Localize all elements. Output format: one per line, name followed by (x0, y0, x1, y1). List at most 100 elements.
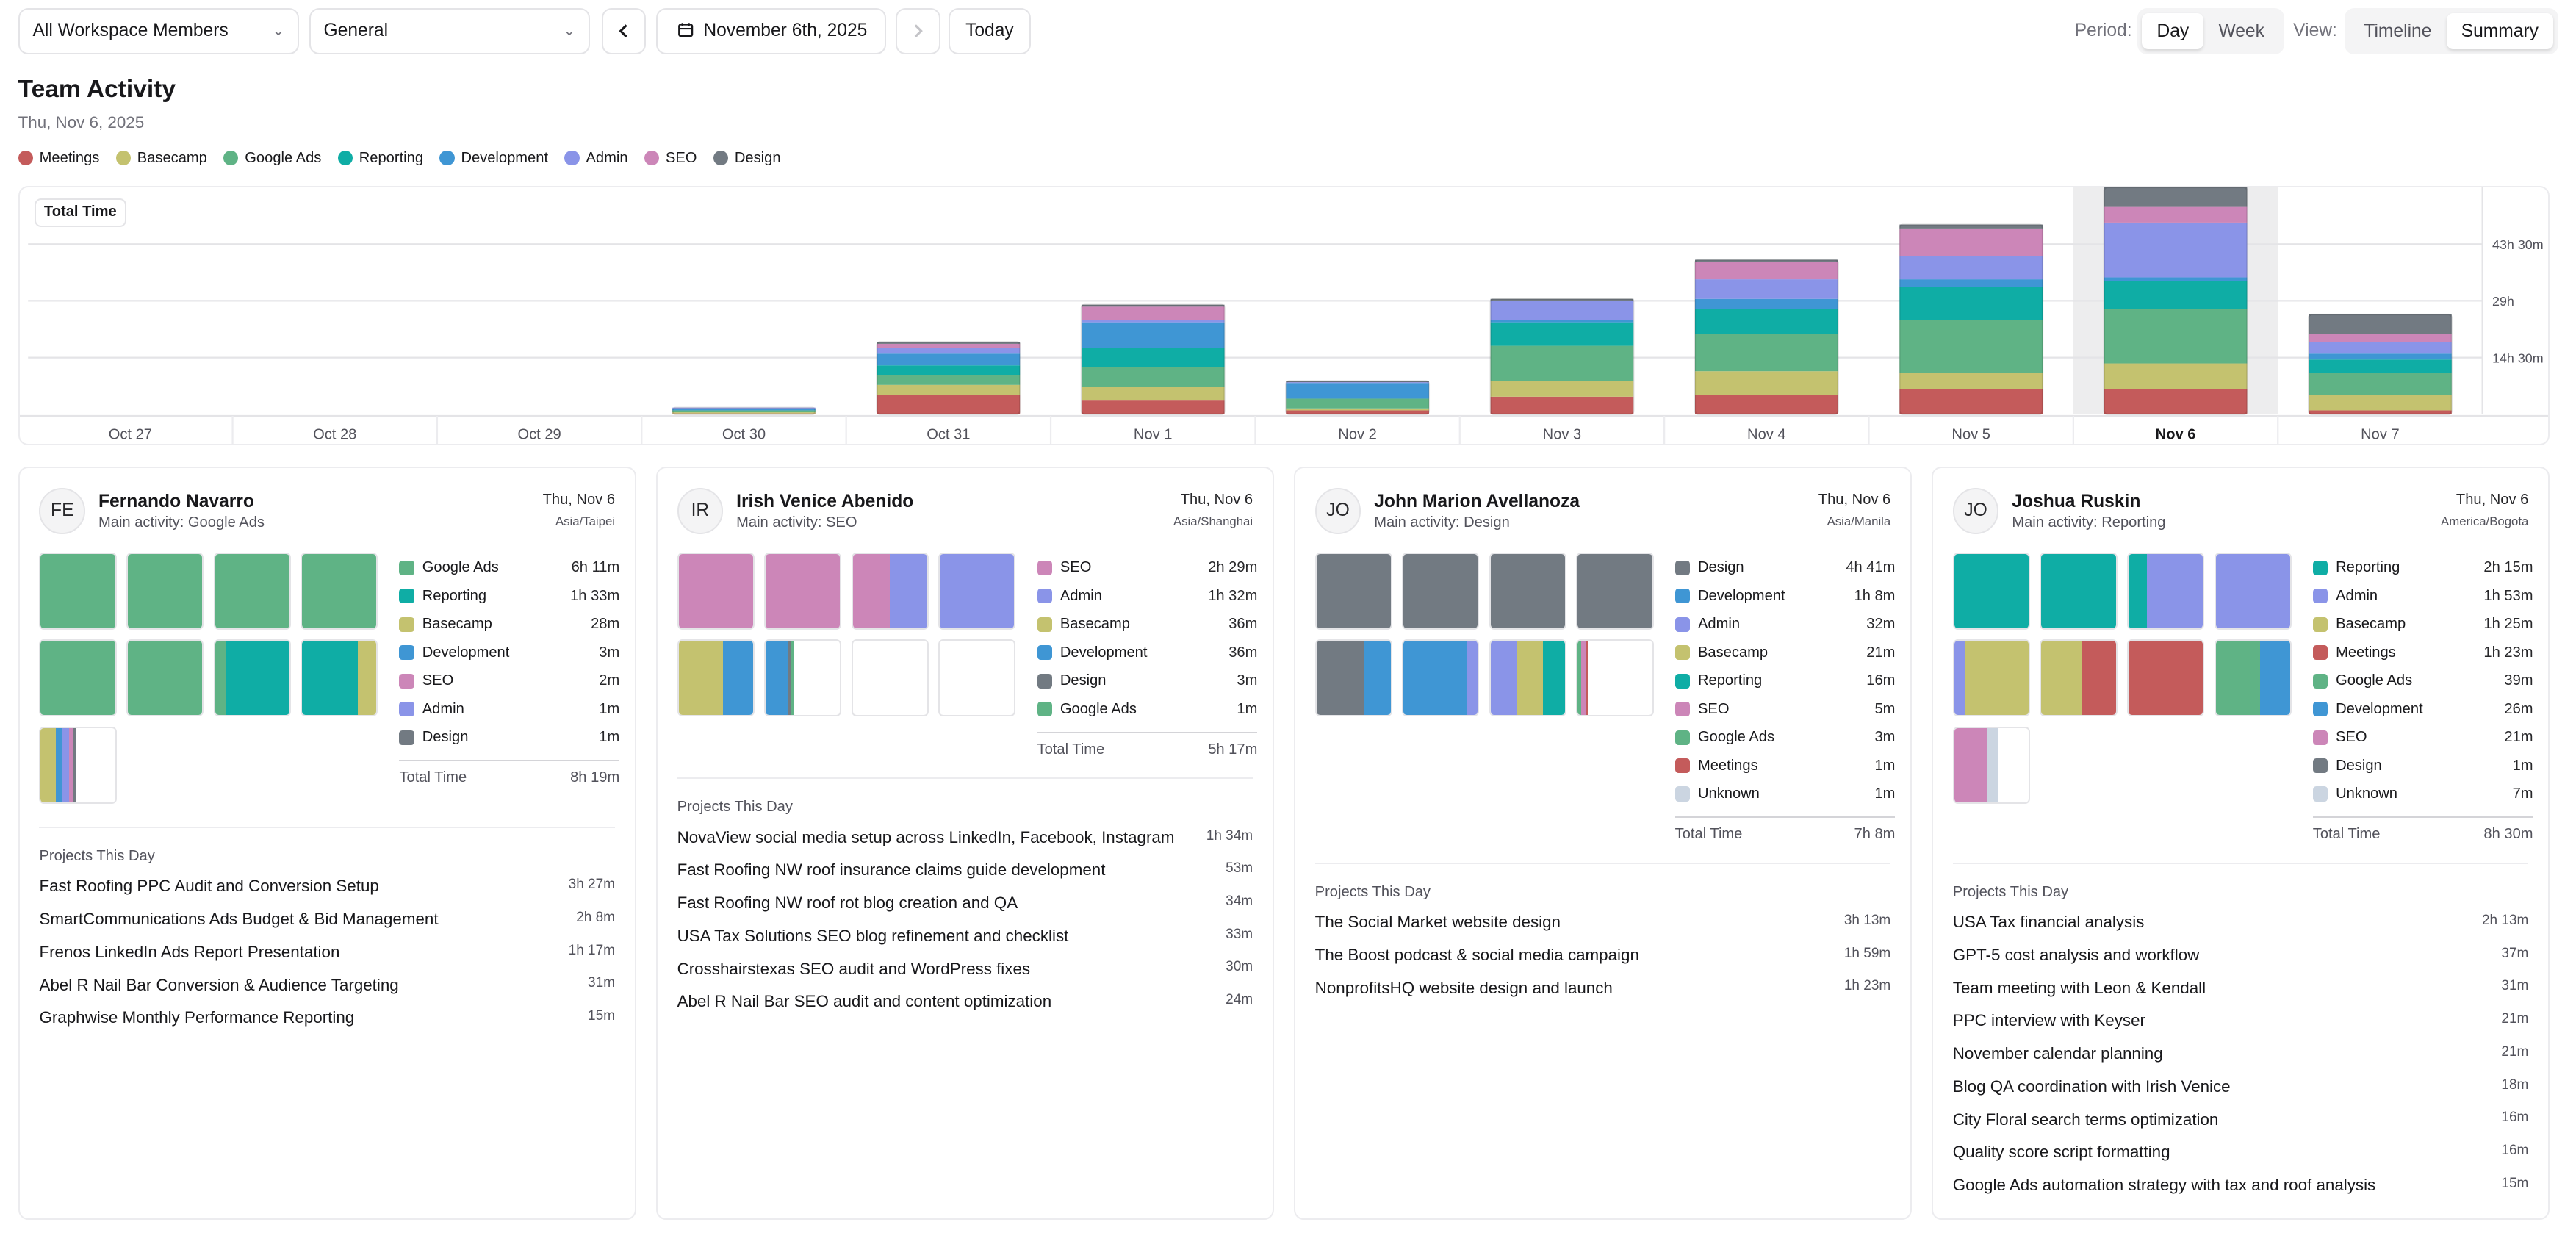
bar-segment-admin-oct-30[interactable] (672, 407, 816, 409)
activity-block[interactable] (2214, 552, 2292, 630)
bar-segment-basecamp-nov-2[interactable] (1285, 408, 1429, 411)
bar-segment-basecamp-nov-6[interactable] (2104, 363, 2248, 389)
bar-segment-reporting-nov-3[interactable] (1490, 322, 1633, 346)
bar-segment-google-ads-oct-31[interactable] (877, 375, 1020, 385)
activity-block[interactable] (1576, 552, 1654, 630)
bar-segment-admin-oct-31[interactable] (877, 348, 1020, 354)
bar-segment-basecamp-nov-1[interactable] (1081, 387, 1225, 400)
bar-segment-meetings-nov-1[interactable] (1081, 400, 1225, 414)
bar-segment-basecamp-nov-4[interactable] (1694, 371, 1838, 395)
legend-item-admin[interactable]: Admin (564, 150, 628, 167)
project-select[interactable]: General ⌄ (309, 8, 591, 54)
activity-block[interactable] (1314, 639, 1392, 717)
bar-segment-google-ads-nov-4[interactable] (1694, 334, 1838, 372)
activity-block[interactable] (213, 552, 291, 630)
project-row[interactable]: The Boost podcast & social media campaig… (1315, 943, 1891, 977)
bar-segment-google-ads-nov-5[interactable] (1899, 320, 2043, 373)
activity-block[interactable] (301, 552, 378, 630)
bar-segment-meetings-nov-6[interactable] (2104, 388, 2248, 414)
bar-segment-meetings-oct-31[interactable] (877, 394, 1020, 414)
bar-segment-development-nov-3[interactable] (1490, 320, 1633, 323)
bar-segment-meetings-nov-2[interactable] (1285, 410, 1429, 414)
project-row[interactable]: Abel R Nail Bar SEO audit and content op… (677, 990, 1253, 1023)
bar-segment-design-nov-2[interactable] (1285, 381, 1429, 382)
project-row[interactable]: NovaView social media setup across Linke… (677, 826, 1253, 859)
bar-segment-basecamp-oct-30[interactable] (672, 411, 816, 414)
bar-segment-admin-nov-7[interactable] (2308, 342, 2452, 354)
activity-block[interactable] (938, 639, 1016, 717)
bar-segment-development-nov-4[interactable] (1694, 298, 1838, 309)
activity-block[interactable] (2126, 552, 2205, 630)
view-summary-button[interactable]: Summary (2446, 12, 2554, 50)
activity-block[interactable] (1489, 552, 1566, 630)
project-row[interactable]: Fast Roofing NW roof rot blog creation a… (677, 891, 1253, 924)
legend-item-seo[interactable]: SEO (644, 150, 697, 167)
legend-item-meetings[interactable]: Meetings (18, 150, 99, 167)
bar-segment-design-nov-7[interactable] (2308, 314, 2452, 334)
activity-block[interactable] (1576, 639, 1654, 717)
legend-item-basecamp[interactable]: Basecamp (115, 150, 207, 167)
activity-block[interactable] (677, 639, 755, 717)
project-row[interactable]: SmartCommunications Ads Budget & Bid Man… (39, 907, 615, 941)
bar-segment-admin-nov-3[interactable] (1490, 301, 1633, 320)
member-name[interactable]: Irish Venice Abenido (736, 491, 914, 511)
bar-segment-design-oct-31[interactable] (877, 342, 1020, 344)
bar-segment-seo-nov-7[interactable] (2308, 334, 2452, 342)
activity-block[interactable] (764, 639, 842, 717)
bar-segment-google-ads-nov-7[interactable] (2308, 373, 2452, 395)
bar-segment-meetings-nov-5[interactable] (1899, 388, 2043, 414)
bar-segment-meetings-nov-3[interactable] (1490, 396, 1633, 414)
activity-block[interactable] (126, 639, 204, 717)
date-picker-button[interactable]: November 6th, 2025 (655, 8, 886, 54)
bar-segment-development-nov-2[interactable] (1285, 382, 1429, 399)
bar-segment-basecamp-nov-7[interactable] (2308, 394, 2452, 411)
bar-segment-google-ads-nov-1[interactable] (1081, 367, 1225, 387)
activity-block[interactable] (1489, 639, 1566, 717)
period-day-button[interactable]: Day (2142, 12, 2204, 50)
project-row[interactable]: Quality score script formatting 16m (1953, 1140, 2529, 1173)
bar-segment-basecamp-nov-5[interactable] (1899, 373, 2043, 389)
bar-segment-development-oct-31[interactable] (877, 353, 1020, 366)
bar-segment-development-nov-5[interactable] (1899, 278, 2043, 287)
activity-block[interactable] (1952, 552, 2030, 630)
bar-segment-reporting-nov-6[interactable] (2104, 281, 2248, 309)
activity-block[interactable] (301, 639, 378, 717)
bar-segment-admin-nov-5[interactable] (1899, 255, 2043, 279)
activity-block[interactable] (213, 639, 291, 717)
total-time-badge[interactable]: Total Time (34, 198, 126, 227)
bar-segment-google-ads-oct-30[interactable] (672, 410, 816, 412)
activity-block[interactable] (39, 639, 117, 717)
activity-block[interactable] (1402, 552, 1480, 630)
legend-item-reporting[interactable]: Reporting (337, 150, 423, 167)
period-week-button[interactable]: Week (2218, 21, 2264, 41)
project-row[interactable]: USA Tax Solutions SEO blog refinement an… (677, 924, 1253, 957)
bar-segment-seo-nov-5[interactable] (1899, 228, 2043, 256)
bar-segment-google-ads-nov-6[interactable] (2104, 308, 2248, 364)
legend-item-development[interactable]: Development (439, 150, 548, 167)
bar-segment-development-nov-6[interactable] (2104, 277, 2248, 281)
bar-segment-design-nov-1[interactable] (1081, 304, 1225, 307)
activity-block[interactable] (39, 552, 117, 630)
bar-segment-admin-nov-2[interactable] (1285, 381, 1429, 383)
bar-segment-meetings-nov-4[interactable] (1694, 394, 1838, 414)
bar-segment-design-nov-3[interactable] (1490, 298, 1633, 301)
activity-block[interactable] (764, 552, 842, 630)
project-row[interactable]: Graphwise Monthly Performance Reporting 1… (39, 1006, 615, 1039)
project-row[interactable]: Abel R Nail Bar Conversion & Audience Ta… (39, 974, 615, 1007)
project-row[interactable]: Frenos LinkedIn Ads Report Presentation 1… (39, 941, 615, 974)
activity-block[interactable] (1314, 552, 1392, 630)
bar-segment-design-nov-4[interactable] (1694, 259, 1838, 262)
activity-block[interactable] (851, 639, 929, 717)
bar-segment-development-nov-1[interactable] (1081, 322, 1225, 348)
activity-block[interactable] (2126, 639, 2205, 717)
view-timeline-button[interactable]: Timeline (2364, 21, 2432, 41)
bar-segment-reporting-oct-31[interactable] (877, 365, 1020, 375)
activity-block[interactable] (126, 552, 204, 630)
bar-segment-google-ads-nov-3[interactable] (1490, 345, 1633, 381)
bar-segment-basecamp-nov-3[interactable] (1490, 381, 1633, 397)
project-row[interactable]: The Social Market website design 3h 13m (1315, 910, 1891, 943)
bar-segment-development-oct-30[interactable] (672, 408, 816, 411)
activity-block[interactable] (1952, 726, 2030, 804)
bar-segment-admin-nov-6[interactable] (2104, 222, 2248, 278)
activity-block[interactable] (39, 726, 117, 804)
